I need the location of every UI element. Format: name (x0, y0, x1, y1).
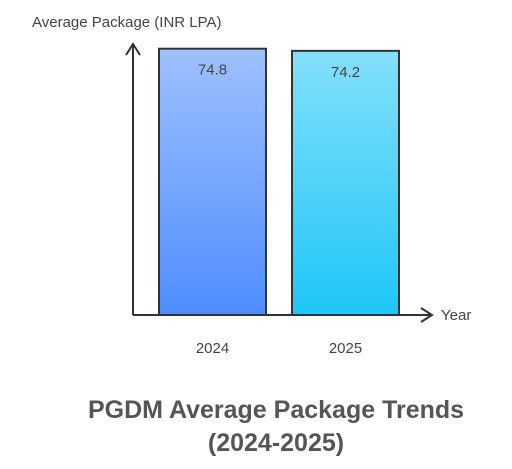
x-tick-label: 2024 (196, 340, 229, 357)
x-tick-label: 2025 (329, 340, 362, 357)
x-axis-label: Year (441, 307, 471, 324)
y-axis-label: Average Package (INR LPA) (32, 14, 222, 31)
axes (125, 42, 434, 323)
bar (158, 47, 267, 316)
y-axis-arrow (125, 42, 141, 56)
chart-title: PGDM Average Package Trends (2024-2025) (87, 396, 465, 457)
bar (291, 49, 400, 317)
value-label: 74.2 (331, 64, 360, 81)
value-label: 74.8 (198, 62, 227, 79)
x-axis-arrow (420, 307, 434, 323)
